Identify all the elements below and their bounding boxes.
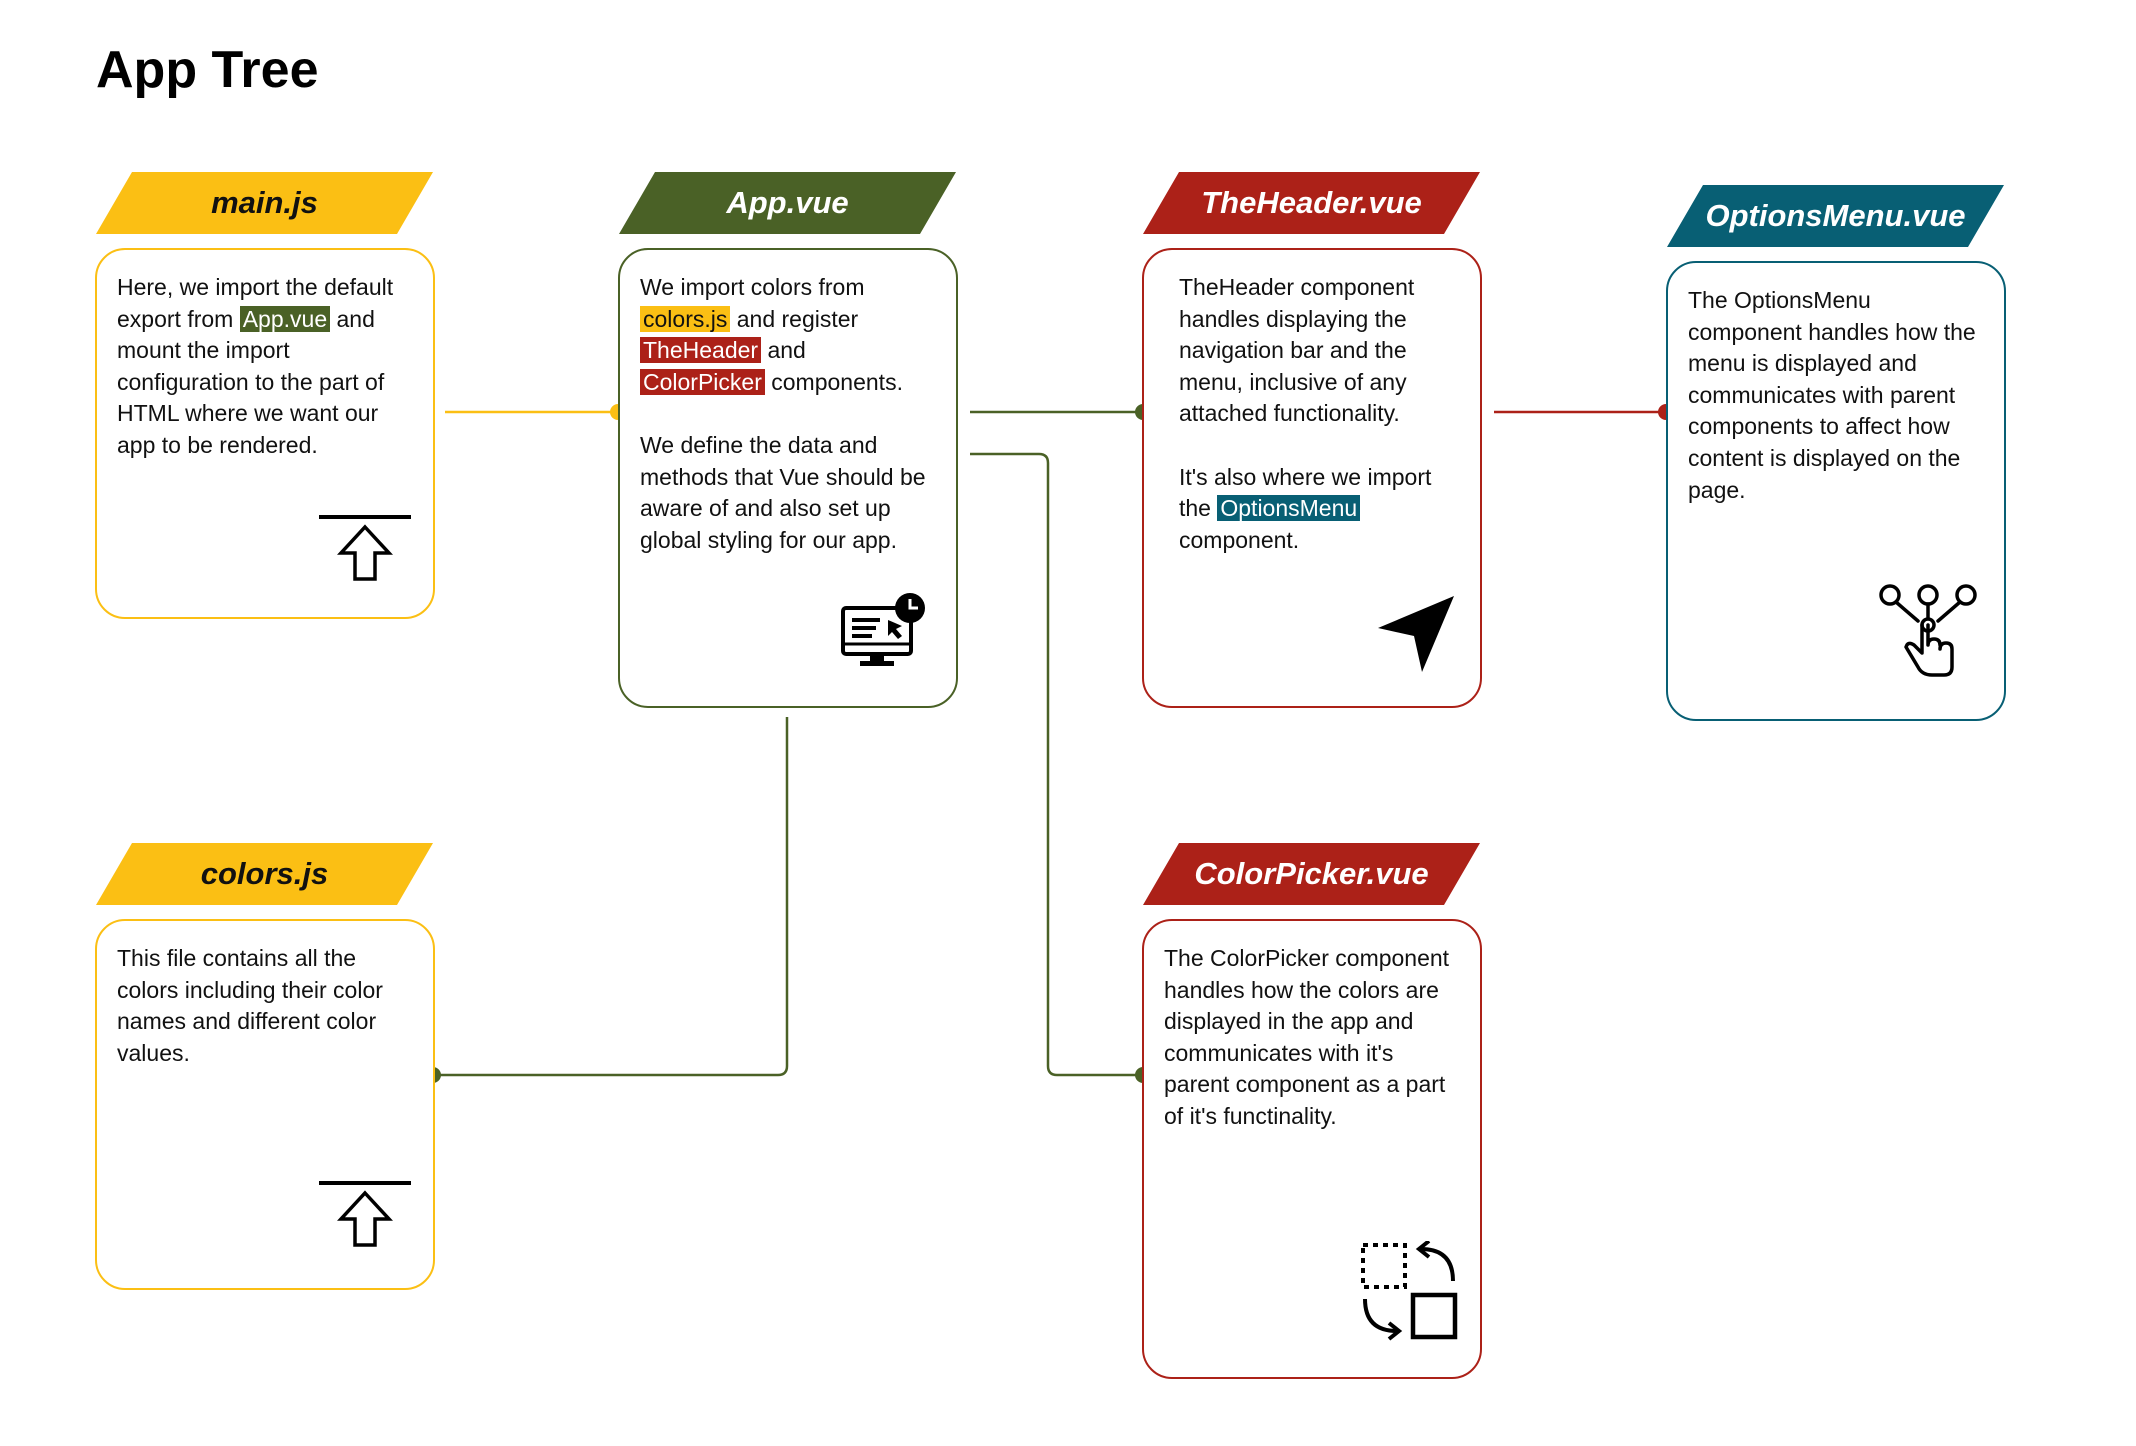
highlight-colors-js: colors.js [640, 305, 731, 332]
node-text-the-header-p1: TheHeader component handles displaying t… [1179, 274, 1415, 427]
node-text-colors-js: This file contains all the colors includ… [117, 945, 383, 1066]
node-card-app-vue: We import colors from colors.js and regi… [618, 248, 958, 708]
monitor-dashboard-icon [841, 593, 925, 666]
node-label-the-header-vue: TheHeader.vue [1201, 185, 1422, 220]
edge-app-to-colorpicker [970, 452, 1143, 1077]
node-tag-options-menu-vue: OptionsMenu.vue [1667, 185, 2004, 247]
highlight-app-vue: App.vue [239, 305, 331, 332]
node-label-options-menu-vue: OptionsMenu.vue [1705, 198, 1966, 233]
highlight-the-header: TheHeader [640, 337, 762, 364]
touch-select-icon [1879, 584, 1977, 677]
node-card-colors-js: This file contains all the colors includ… [95, 919, 435, 1290]
highlight-color-picker: ColorPicker [640, 368, 765, 395]
node-card-main-js: Here, we import the default export from … [95, 248, 435, 619]
edge-app-to-colors [433, 717, 789, 1077]
upload-arrow-icon [319, 515, 411, 581]
page-title: App Tree [96, 41, 319, 99]
navigation-arrow-icon [1378, 596, 1454, 672]
node-text-the-header-p2: It's also where we import the OptionsMen… [1179, 463, 1432, 553]
node-tag-colors-js: colors.js [96, 843, 433, 905]
node-label-colors-js: colors.js [200, 856, 329, 891]
node-label-color-picker-vue: ColorPicker.vue [1194, 856, 1429, 891]
node-card-options-menu-vue: The OptionsMenu component handles how th… [1666, 261, 2006, 721]
node-tag-color-picker-vue: ColorPicker.vue [1143, 843, 1480, 905]
node-label-app-vue: App.vue [726, 185, 849, 220]
node-text-app-vue-p2: We define the data and methods that Vue … [640, 431, 926, 553]
node-text-app-vue-p1: We import colors from colors.js and regi… [640, 274, 903, 395]
node-card-the-header-vue: TheHeader component handles displaying t… [1142, 248, 1482, 708]
node-text-main-js: Here, we import the default export from … [117, 274, 394, 458]
upload-arrow-icon [319, 1181, 411, 1247]
swap-squares-icon [1361, 1241, 1458, 1341]
node-card-color-picker-vue: The ColorPicker component handles how th… [1142, 919, 1482, 1379]
node-tag-the-header-vue: TheHeader.vue [1143, 172, 1480, 234]
node-text-options-menu: The OptionsMenu component handles how th… [1688, 287, 1976, 503]
node-tag-app-vue: App.vue [619, 172, 956, 234]
node-tag-main-js: main.js [96, 172, 433, 234]
highlight-options-menu: OptionsMenu [1217, 495, 1361, 522]
node-text-color-picker: The ColorPicker component handles how th… [1164, 945, 1450, 1129]
node-label-main-js: main.js [211, 185, 318, 220]
